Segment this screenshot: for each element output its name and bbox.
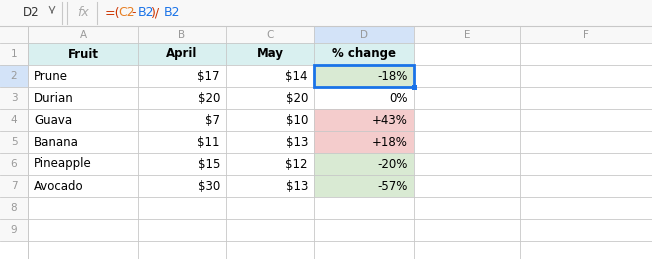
Bar: [314, 109, 414, 131]
Text: $15: $15: [198, 157, 220, 170]
Text: $10: $10: [286, 113, 308, 126]
Bar: [226, 131, 314, 153]
Text: 5: 5: [10, 137, 18, 147]
Text: E: E: [464, 30, 470, 40]
Text: fx: fx: [77, 6, 89, 19]
Text: % change: % change: [332, 47, 396, 61]
Text: B2: B2: [138, 6, 154, 19]
Text: B: B: [179, 30, 186, 40]
Text: Banana: Banana: [34, 135, 79, 148]
Text: D2: D2: [23, 6, 39, 19]
Bar: [226, 175, 314, 197]
Bar: [138, 153, 226, 175]
Bar: [0, 153, 28, 175]
Text: -57%: -57%: [378, 179, 408, 192]
Text: Pineapple: Pineapple: [34, 157, 92, 170]
Bar: [138, 65, 226, 87]
Bar: [0, 26, 652, 43]
Text: $17: $17: [198, 69, 220, 83]
Bar: [0, 175, 28, 197]
Bar: [412, 85, 417, 90]
Text: $12: $12: [286, 157, 308, 170]
Text: Prune: Prune: [34, 69, 68, 83]
Text: $11: $11: [198, 135, 220, 148]
Bar: [0, 131, 28, 153]
Text: +18%: +18%: [372, 135, 408, 148]
Bar: [226, 87, 314, 109]
Text: $20: $20: [198, 91, 220, 104]
Bar: [0, 87, 28, 109]
Text: $7: $7: [205, 113, 220, 126]
Bar: [138, 109, 226, 131]
Text: 2: 2: [10, 71, 18, 81]
Text: -18%: -18%: [378, 69, 408, 83]
Bar: [314, 175, 414, 197]
Text: May: May: [256, 47, 284, 61]
Text: $13: $13: [286, 179, 308, 192]
Bar: [314, 65, 414, 87]
Text: -: -: [131, 6, 136, 19]
Bar: [314, 153, 414, 175]
Text: 4: 4: [10, 115, 18, 125]
Bar: [28, 65, 138, 87]
Bar: [28, 109, 138, 131]
Bar: [0, 43, 28, 65]
Bar: [226, 65, 314, 87]
Bar: [226, 109, 314, 131]
Bar: [314, 87, 414, 109]
Bar: [0, 65, 28, 87]
Text: Avocado: Avocado: [34, 179, 83, 192]
Bar: [314, 43, 414, 65]
Text: B2: B2: [164, 6, 180, 19]
Text: 1: 1: [10, 49, 18, 59]
Bar: [0, 0, 652, 26]
Text: April: April: [166, 47, 198, 61]
Text: D: D: [360, 30, 368, 40]
Text: 6: 6: [10, 159, 18, 169]
Text: C2: C2: [118, 6, 134, 19]
Text: )/: )/: [151, 6, 160, 19]
Text: -20%: -20%: [378, 157, 408, 170]
Bar: [226, 43, 314, 65]
Bar: [138, 175, 226, 197]
Bar: [138, 43, 226, 65]
Bar: [314, 26, 414, 43]
Text: $20: $20: [286, 91, 308, 104]
Bar: [28, 43, 138, 65]
Bar: [314, 65, 414, 87]
Bar: [0, 197, 28, 219]
Text: Durian: Durian: [34, 91, 74, 104]
Bar: [28, 87, 138, 109]
Text: C: C: [266, 30, 274, 40]
Text: =(: =(: [105, 6, 121, 19]
Text: 8: 8: [10, 203, 18, 213]
Bar: [138, 87, 226, 109]
Text: $30: $30: [198, 179, 220, 192]
Text: Fruit: Fruit: [68, 47, 98, 61]
Text: F: F: [583, 30, 589, 40]
Bar: [28, 153, 138, 175]
Text: $14: $14: [286, 69, 308, 83]
Bar: [28, 131, 138, 153]
Bar: [0, 219, 28, 241]
Text: 3: 3: [10, 93, 18, 103]
Bar: [0, 109, 28, 131]
Text: Guava: Guava: [34, 113, 72, 126]
Bar: [28, 175, 138, 197]
Text: 9: 9: [10, 225, 18, 235]
Text: $13: $13: [286, 135, 308, 148]
Text: 7: 7: [10, 181, 18, 191]
Text: +43%: +43%: [372, 113, 408, 126]
Bar: [138, 131, 226, 153]
Bar: [226, 153, 314, 175]
Text: 0%: 0%: [389, 91, 408, 104]
Text: A: A: [80, 30, 87, 40]
Bar: [314, 131, 414, 153]
